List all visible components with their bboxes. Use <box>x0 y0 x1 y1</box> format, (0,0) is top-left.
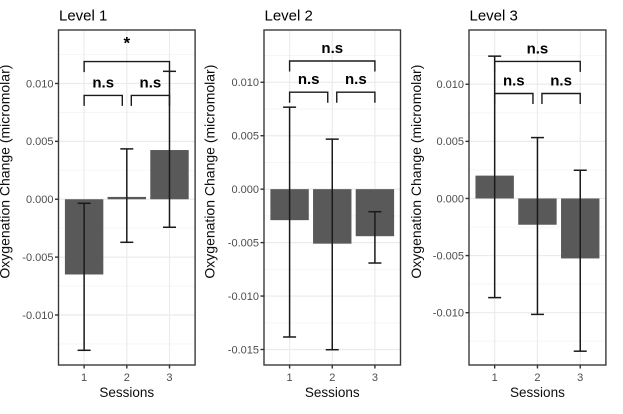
panel-title: Level 3 <box>470 8 518 25</box>
significance-label: n.s <box>92 74 114 91</box>
bracket-line <box>83 94 123 106</box>
error-bar-session-2 <box>325 138 339 351</box>
significance-label: n.s <box>550 73 572 90</box>
significance-bracket-1-2: n.s <box>493 73 534 105</box>
significance-label: n.s <box>140 74 162 91</box>
significance-label: n.s <box>345 71 367 88</box>
x-axis-title: Sessions <box>305 385 360 400</box>
x-tick-label: 1 <box>81 372 87 384</box>
significance-label: n.s <box>503 73 525 90</box>
significance-bracket-2-3: n.s <box>541 73 581 105</box>
bracket-line <box>83 60 171 73</box>
y-tick-label: 0.010 <box>231 77 259 89</box>
error-bar-session-1 <box>283 106 297 338</box>
y-tick-label: 0.000 <box>436 193 464 205</box>
panel-title: Level 1 <box>59 8 107 25</box>
bracket-line <box>493 60 581 72</box>
significance-label: n.s <box>527 40 549 57</box>
x-tick-label: 1 <box>492 372 498 384</box>
y-tick-label: -0.015 <box>228 344 259 356</box>
x-tick-label: 1 <box>287 372 293 384</box>
y-tick-label: 0.005 <box>231 131 259 143</box>
y-tick-label: 0.005 <box>436 136 464 148</box>
x-tick-label: 3 <box>372 372 378 384</box>
y-tick-label: 0.010 <box>436 79 464 91</box>
panel-level-2: n.s n.sn.s0.0100.0050.000-0.005-0.010-0.0… <box>202 8 402 400</box>
panel-level-1: n.s n.s * 0.010 0.005 0.000 -0.005 -0.010 1 2 3 Lev… <box>0 8 196 400</box>
y-tick-label: 0.000 <box>231 184 259 196</box>
bracket-line <box>288 91 329 103</box>
significance-bracket-1-3: n.s <box>288 40 376 72</box>
significance-bracket-2-3: n.s <box>130 74 171 106</box>
significance-label: * <box>123 34 130 53</box>
y-tick-label: -0.010 <box>228 291 259 303</box>
x-tick-label: 3 <box>577 372 583 384</box>
y-tick-label: -0.005 <box>433 250 464 262</box>
error-bar-session-1 <box>77 202 91 352</box>
x-tick-label: 2 <box>124 372 130 384</box>
bracket-line <box>541 92 581 105</box>
x-tick-label: 2 <box>329 372 335 384</box>
significance-bracket-1-2: n.s <box>288 71 329 103</box>
y-axis-title: Oxygenation Change (micromolar) <box>0 65 13 279</box>
error-bar-session-3 <box>573 169 587 352</box>
x-axis-title: Sessions <box>510 385 565 400</box>
significance-bracket-1-3: n.s <box>493 40 581 72</box>
significance-bracket-1-2: n.s <box>83 74 123 106</box>
panel-title: Level 2 <box>265 8 313 25</box>
error-bar-session-2 <box>120 148 134 244</box>
x-tick-label: 2 <box>534 372 540 384</box>
error-bar-session-2 <box>530 136 544 316</box>
error-bar-session-3 <box>368 210 382 264</box>
significance-label: n.s <box>298 71 320 88</box>
bracket-line <box>336 91 376 103</box>
y-axis-title: Oxygenation Change (micromolar) <box>202 65 218 279</box>
y-tick-label: -0.005 <box>228 237 259 249</box>
bracket-line <box>130 94 171 106</box>
significance-bracket-2-3: n.s <box>336 71 376 103</box>
y-axis-title: Oxygenation Change (micromolar) <box>408 65 424 279</box>
y-tick-label: 0.010 <box>26 78 54 90</box>
significance-label: n.s <box>321 40 343 57</box>
y-tick-label: -0.005 <box>22 252 53 264</box>
significance-bracket-1-3: * <box>83 34 171 73</box>
x-tick-label: 3 <box>166 372 172 384</box>
y-tick-label: 0.000 <box>26 194 54 206</box>
bracket-line <box>288 60 376 72</box>
y-tick-label: 0.005 <box>26 136 54 148</box>
bracket-line <box>493 92 534 105</box>
y-tick-label: -0.010 <box>22 310 53 322</box>
y-tick-label: -0.010 <box>433 307 464 319</box>
x-axis-title: Sessions <box>99 385 154 400</box>
